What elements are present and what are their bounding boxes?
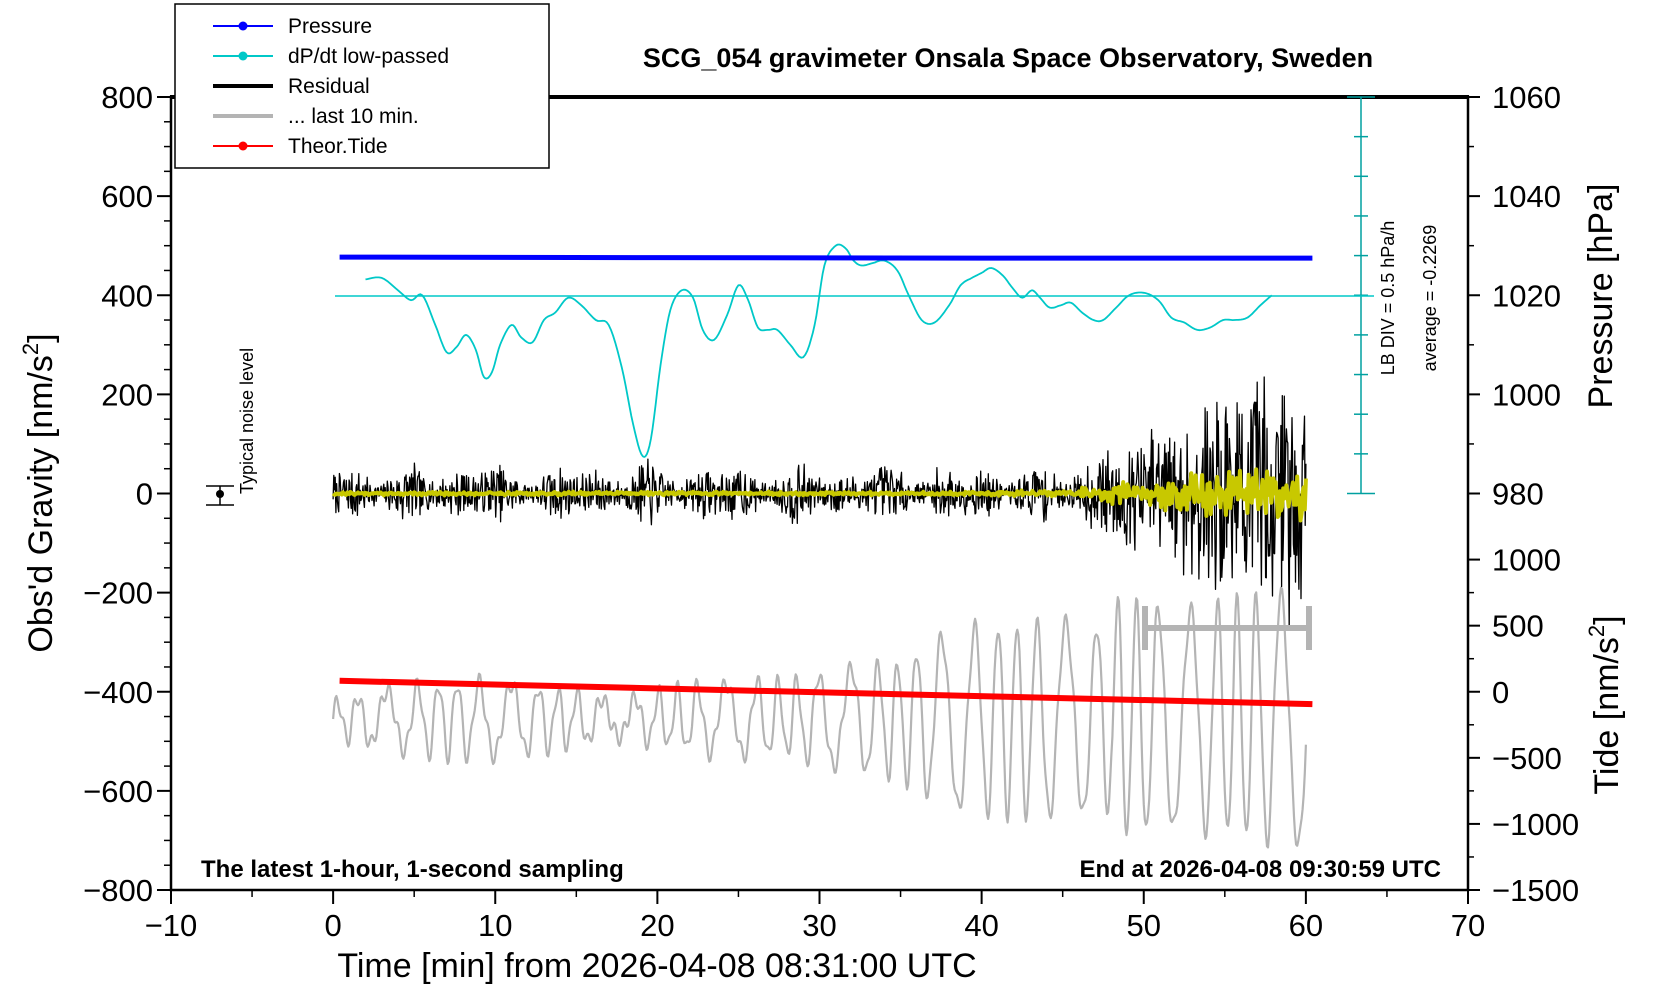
x-tick-label: 10 xyxy=(478,908,512,943)
tide-gray-line xyxy=(332,586,1307,849)
note-left: The latest 1-hour, 1-second sampling xyxy=(201,856,624,883)
tide-axis-label-main: Tide [nm/s xyxy=(1588,637,1626,794)
legend-swatch-marker xyxy=(238,141,248,151)
series-tide-gray xyxy=(332,586,1307,849)
series-dpdt-low-passed xyxy=(365,243,1273,458)
noise-level-label: Typical noise level xyxy=(237,348,257,494)
dpdt-scale-label: LB DIV = 0.5 hPa/h xyxy=(1378,221,1398,376)
legend-label: Residual xyxy=(288,75,370,98)
x-tick-label: 40 xyxy=(964,908,998,943)
series-pressure xyxy=(339,254,1313,261)
x-tick-label: 50 xyxy=(1127,908,1161,943)
x-tick-label: 60 xyxy=(1289,908,1323,943)
note-right: End at 2026-04-08 09:30:59 UTC xyxy=(1080,856,1442,883)
noise-error-bar xyxy=(206,485,234,506)
y-axis-label-main: Obs'd Gravity [nm/s xyxy=(22,355,60,652)
tide-tick-label: −500 xyxy=(1492,741,1562,776)
tide-tick-label: −1000 xyxy=(1492,807,1579,842)
tide-tick-label: 1000 xyxy=(1492,543,1561,578)
right-axis-ticks: 1060 1040 1020 1000 980 1000 500 0 −500 −1000 −150… xyxy=(1468,80,1579,908)
legend-label: ... last 10 min. xyxy=(288,105,419,128)
y-axis-label-sup: 2 xyxy=(18,343,43,355)
legend-label: dP/dt low-passed xyxy=(288,45,449,68)
y-tick-label: −600 xyxy=(83,774,153,809)
y-tick-label: 800 xyxy=(101,80,153,115)
tide-tick-label: −1500 xyxy=(1492,873,1579,908)
legend: Pressure dP/dt low-passed Residual ... last… xyxy=(174,3,550,169)
chart-title: SCG_054 gravimeter Onsala Space Observat… xyxy=(643,43,1373,73)
y-tick-label: 0 xyxy=(136,477,153,512)
y-tick-label: −400 xyxy=(83,675,153,710)
x-axis-ticks: −10 0 10 20 30 40 50 60 70 xyxy=(145,890,1485,943)
x-tick-label: 30 xyxy=(802,908,836,943)
y-axis-ticks: 800 600 400 200 0 −200 −400 −600 −800 xyxy=(83,80,171,908)
theor-tide-line xyxy=(339,677,1313,708)
legend-swatch-marker xyxy=(238,51,248,61)
y-axis-label-close: ] xyxy=(22,333,60,342)
pressure-line xyxy=(339,254,1313,261)
tide-axis-label-sup: 2 xyxy=(1584,625,1609,637)
pressure-axis-label: Pressure [hPa] xyxy=(1582,184,1620,409)
series-residual xyxy=(332,376,1307,630)
series-theor-tide xyxy=(339,677,1313,708)
tide-tick-label: 500 xyxy=(1492,609,1544,644)
dpdt-line xyxy=(365,243,1273,458)
x-tick-label: 0 xyxy=(325,908,342,943)
tide-axis-label: Tide [nm/s2] xyxy=(1584,615,1626,794)
series-last-10-min xyxy=(331,467,1308,523)
x-tick-label: 70 xyxy=(1451,908,1485,943)
y-tick-label: −800 xyxy=(83,873,153,908)
pressure-tick-label: 1040 xyxy=(1492,179,1561,214)
pressure-tick-label: 980 xyxy=(1492,477,1544,512)
tide-tick-label: 0 xyxy=(1492,675,1509,710)
y-axis-label: Obs'd Gravity [nm/s2] xyxy=(18,333,60,652)
last-10-min-range-bar xyxy=(1142,606,1312,650)
y-tick-label: 200 xyxy=(101,377,153,412)
noise-bar-dot xyxy=(216,490,224,498)
residual-line xyxy=(332,376,1307,630)
y-tick-label: 600 xyxy=(101,179,153,214)
x-tick-label: −10 xyxy=(145,908,198,943)
legend-label: Pressure xyxy=(288,15,372,38)
y-tick-label: 400 xyxy=(101,278,153,313)
pressure-tick-label: 1020 xyxy=(1492,278,1561,313)
tide-axis-label-close: ] xyxy=(1588,615,1626,624)
x-axis-label: Time [min] from 2026-04-08 08:31:00 UTC xyxy=(337,947,976,985)
dpdt-average-label: average = -0.2269 xyxy=(1420,225,1440,372)
last10-line xyxy=(331,467,1308,523)
legend-swatch-marker xyxy=(238,21,248,31)
pressure-tick-label: 1060 xyxy=(1492,80,1561,115)
legend-label: Theor.Tide xyxy=(288,135,388,158)
y-tick-label: −200 xyxy=(83,576,153,611)
pressure-tick-label: 1000 xyxy=(1492,377,1561,412)
x-tick-label: 20 xyxy=(640,908,674,943)
